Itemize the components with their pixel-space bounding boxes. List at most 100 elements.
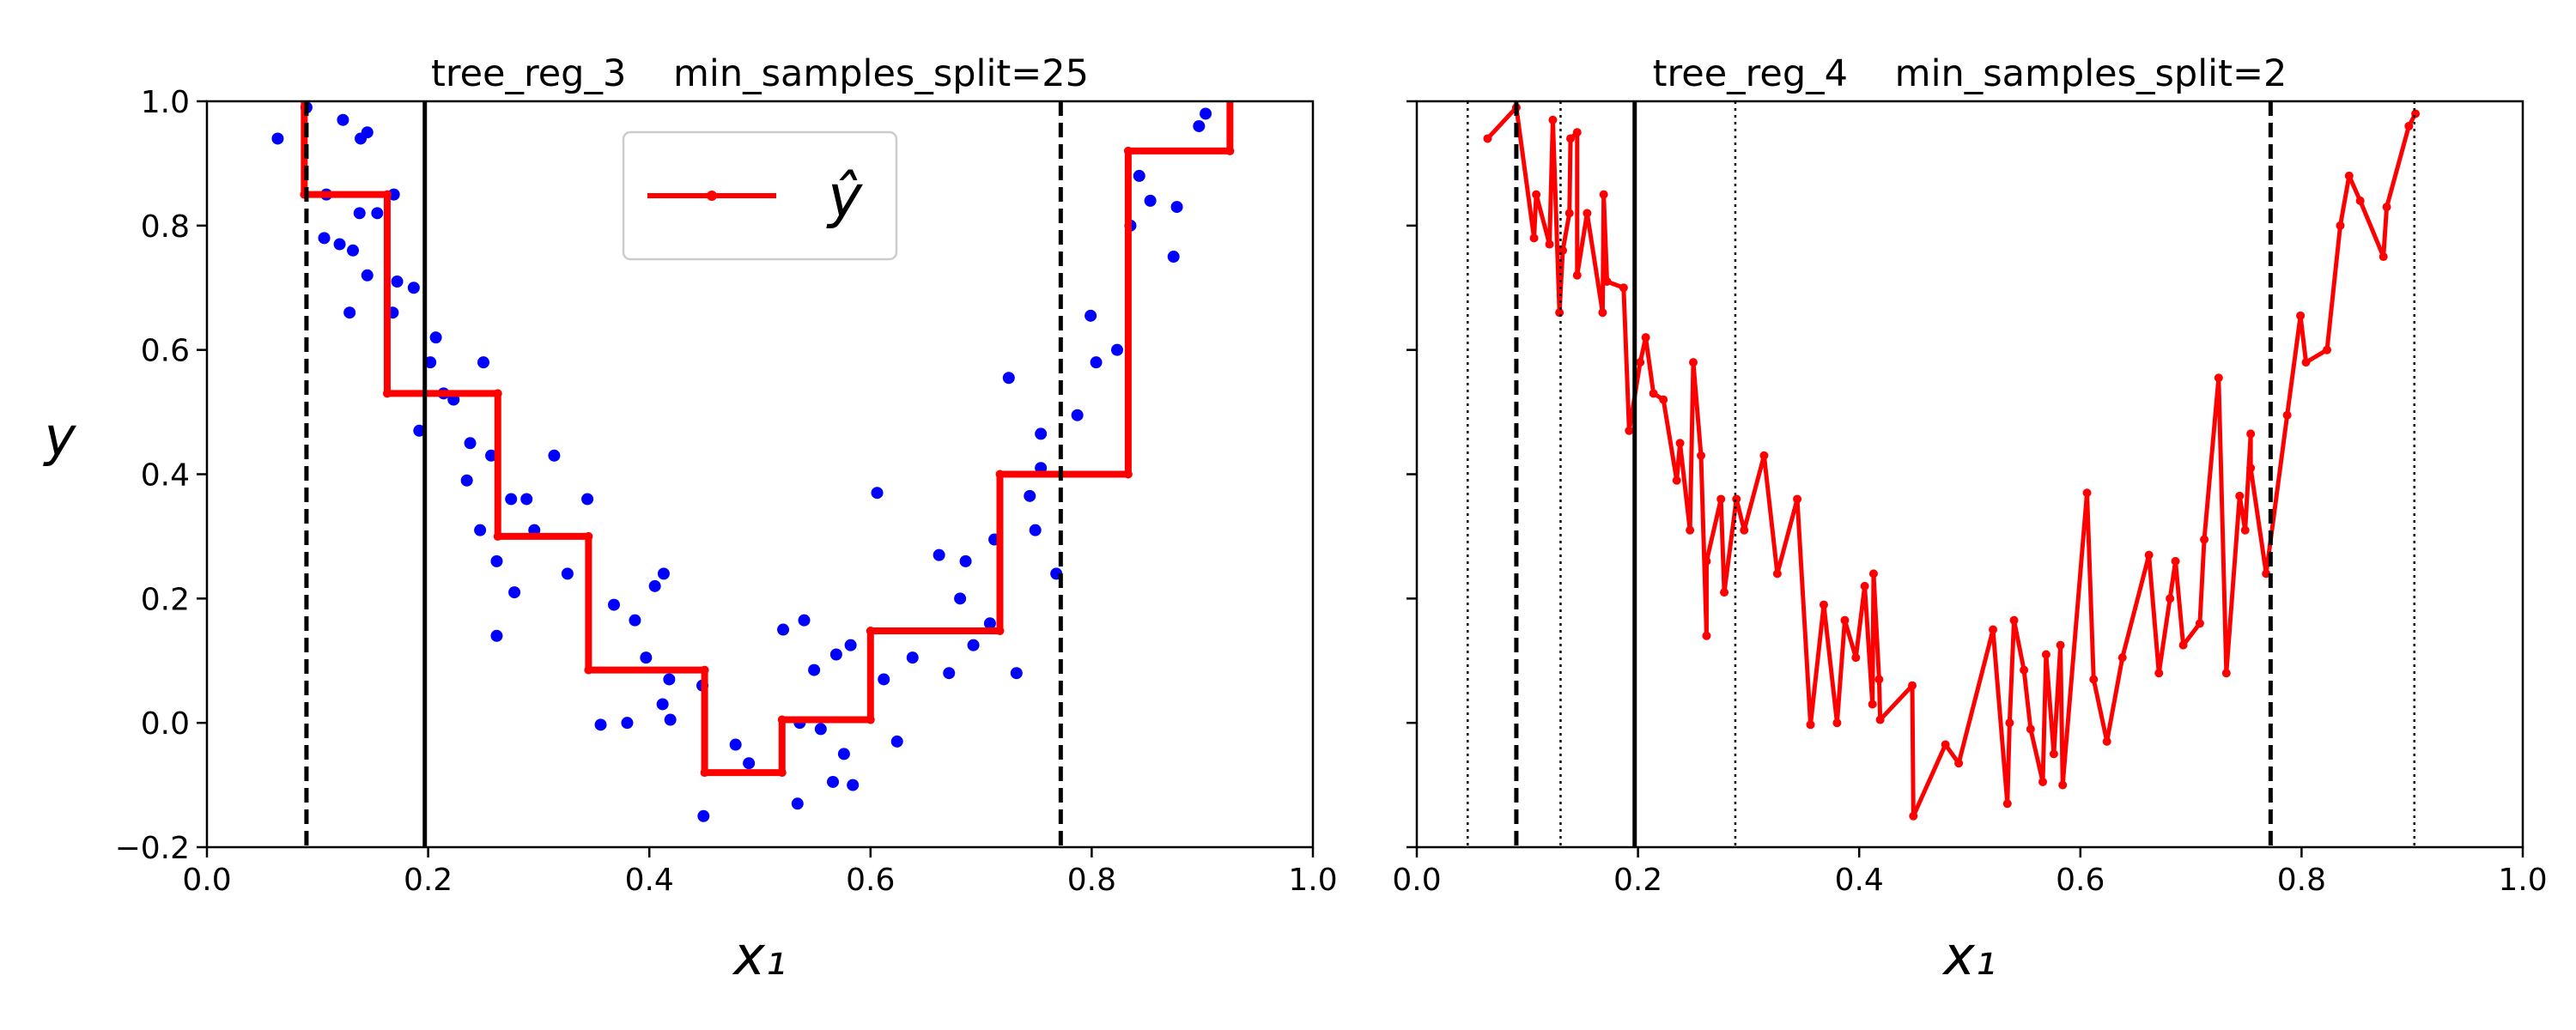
line-marker bbox=[1840, 615, 1850, 625]
scatter-point bbox=[967, 639, 980, 651]
line-marker bbox=[1625, 426, 1634, 435]
x-tick-label: 0.2 bbox=[404, 863, 453, 898]
line-marker bbox=[382, 190, 392, 199]
line-marker bbox=[1566, 134, 1576, 143]
line-marker bbox=[1908, 681, 1917, 690]
y-tick-label: 1.0 bbox=[141, 85, 190, 120]
scatter-point bbox=[621, 717, 634, 730]
line bbox=[301, 101, 1234, 777]
line-marker bbox=[2379, 252, 2388, 262]
line-marker bbox=[2089, 675, 2099, 684]
line-marker bbox=[1529, 233, 1539, 243]
line-marker bbox=[777, 715, 787, 724]
line-marker bbox=[1909, 811, 1918, 821]
x-tick-label: 0.4 bbox=[625, 863, 674, 898]
line-marker bbox=[2240, 525, 2250, 535]
scatter-point bbox=[387, 188, 400, 201]
scatter-point bbox=[657, 567, 670, 580]
scatter-point bbox=[827, 775, 840, 788]
scatter-point bbox=[333, 238, 346, 251]
scatter-point bbox=[353, 207, 366, 220]
scatter-point bbox=[954, 592, 967, 605]
scatter-point bbox=[777, 623, 790, 636]
x-tick-label: 0.4 bbox=[1835, 863, 1884, 898]
line-marker bbox=[1602, 277, 1612, 287]
line-marker bbox=[2301, 358, 2311, 367]
plot-area bbox=[1466, 101, 2421, 847]
scatter-point bbox=[1029, 524, 1042, 536]
line-marker bbox=[1672, 476, 1681, 485]
scatter-point bbox=[847, 779, 860, 791]
x-tick-label: 1.0 bbox=[2498, 863, 2547, 898]
scatter-point bbox=[1071, 409, 1084, 421]
scatter-point bbox=[594, 718, 607, 731]
line-marker bbox=[2336, 221, 2345, 230]
line-marker bbox=[2005, 718, 2014, 728]
line-marker bbox=[1599, 190, 1608, 199]
line-marker bbox=[1832, 718, 1842, 728]
scatter-point bbox=[505, 493, 518, 506]
line-marker bbox=[1875, 715, 1885, 724]
line-marker bbox=[1954, 759, 1964, 768]
line-marker bbox=[1545, 239, 1554, 249]
line-marker bbox=[2195, 619, 2204, 628]
line bbox=[1485, 105, 2418, 819]
line-marker bbox=[1598, 308, 1607, 318]
line-marker bbox=[2382, 203, 2391, 212]
line-marker bbox=[300, 66, 308, 75]
line-marker bbox=[1702, 631, 1711, 640]
scatter-point bbox=[829, 648, 842, 661]
scatter-point bbox=[871, 487, 884, 500]
line-marker bbox=[2221, 669, 2231, 678]
scatter-point bbox=[1170, 201, 1183, 214]
line-marker bbox=[1225, 66, 1234, 75]
scatter-point bbox=[1167, 251, 1180, 264]
line-marker bbox=[1555, 308, 1564, 318]
line-marker bbox=[2171, 556, 2180, 566]
line-marker bbox=[2411, 109, 2421, 118]
line-marker bbox=[2282, 410, 2292, 420]
line-marker bbox=[1989, 625, 1998, 634]
x-tick-label: 0.8 bbox=[2277, 863, 2326, 898]
scatter-point bbox=[337, 113, 349, 126]
scatter-point bbox=[791, 797, 804, 810]
scatter-point bbox=[1035, 427, 1048, 440]
x-tick-label: 0.6 bbox=[846, 863, 895, 898]
scatter-point bbox=[640, 651, 653, 664]
scatter-point bbox=[271, 132, 284, 145]
line-marker bbox=[1532, 190, 1541, 199]
scatter-point bbox=[959, 554, 972, 567]
line-marker bbox=[1806, 720, 1815, 730]
scatter-point bbox=[1133, 169, 1145, 182]
scatter-point bbox=[1084, 309, 1097, 322]
scatter-point bbox=[890, 735, 903, 748]
scatter-point bbox=[837, 748, 850, 760]
legend-label: ŷ bbox=[826, 163, 863, 231]
line-marker bbox=[1123, 146, 1133, 155]
line-marker bbox=[995, 626, 1005, 635]
line-marker bbox=[1675, 439, 1685, 448]
chart-title: tree_reg_3 min_samples_split=25 bbox=[431, 52, 1089, 95]
y-tick-label: 0.8 bbox=[141, 209, 190, 245]
scatter-point bbox=[1200, 107, 1212, 120]
line-marker bbox=[1649, 389, 1658, 398]
scatter-point bbox=[1024, 489, 1036, 502]
line-marker bbox=[2058, 780, 2068, 790]
scatter-point bbox=[697, 809, 710, 822]
line-marker bbox=[1689, 358, 1698, 367]
x-axis-label: x₁ bbox=[732, 924, 787, 987]
scatter-point bbox=[798, 614, 811, 627]
scatter-point bbox=[391, 276, 404, 288]
scatter-point bbox=[663, 673, 676, 686]
line-marker bbox=[2235, 491, 2245, 500]
scatter-point bbox=[1193, 119, 1206, 132]
line-marker bbox=[1564, 209, 1574, 218]
scatter-point bbox=[347, 244, 360, 257]
line-marker bbox=[2404, 121, 2414, 130]
line-marker bbox=[1941, 740, 1950, 749]
line-marker bbox=[1702, 556, 1711, 566]
line-marker bbox=[584, 665, 593, 675]
scatter-point bbox=[429, 331, 442, 344]
line-marker bbox=[2355, 196, 2365, 205]
